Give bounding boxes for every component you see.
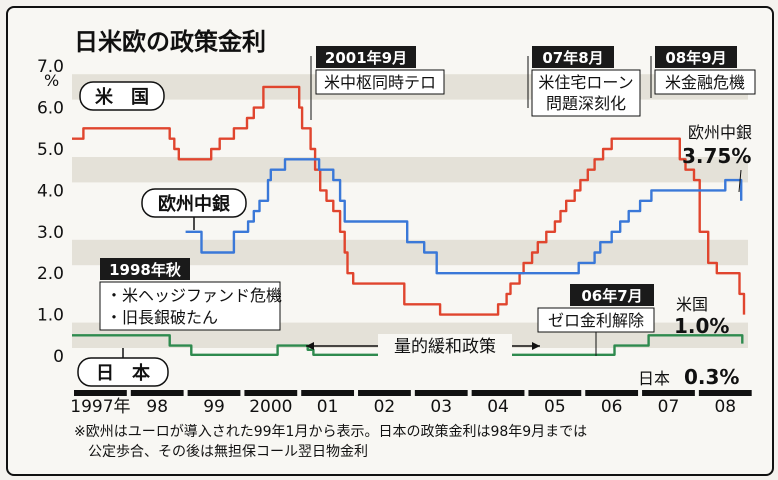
event-2007-08-text-2: 問題深刻化 (546, 94, 626, 113)
x-tick-label: 98 (146, 397, 168, 417)
x-tick-label: 2000 (249, 397, 292, 417)
x-axis-year-segment (585, 390, 639, 396)
x-tick-label: 05 (544, 397, 566, 417)
us-end-value: 1.0% (674, 314, 729, 338)
x-tick-label: 04 (487, 397, 509, 417)
qe-arrow-left-head (306, 342, 314, 350)
jp-end-value: 0.3% (684, 365, 739, 389)
x-tick-label: 06 (601, 397, 623, 417)
event-1998-autumn-text-2: ・旧長銀破たん (106, 308, 218, 327)
event-2001-09: 2001年9月 米中枢同時テロ (310, 46, 445, 120)
qe-label-bg (378, 334, 512, 358)
event-2007-08-text-1: 米住宅ローン (538, 73, 633, 92)
ecb-end-pointer (738, 169, 742, 193)
x-axis-year-segment (642, 390, 695, 396)
y-tick-label: 2.0 (37, 264, 64, 284)
y-tick-label: 7.0 (37, 57, 64, 77)
footnote-line-2: 公定歩合、その後は無担保コール翌日物金利 (88, 444, 368, 460)
y-tick-label: 1.0 (37, 306, 64, 326)
x-tick-label: 03 (430, 397, 452, 417)
x-axis-year-segment (414, 390, 468, 396)
event-2006-07-text: ゼロ金利解除 (548, 311, 644, 330)
y-tick-label: 5.0 (37, 140, 64, 160)
event-2006-07-date: 06年7月 (581, 287, 642, 305)
event-1998-autumn-date: 1998年秋 (109, 261, 182, 279)
series-line-us (72, 85, 746, 316)
x-axis-year-segment (471, 390, 525, 396)
x-axis-year-segment (301, 390, 355, 396)
y-tick-label: 0 (53, 347, 64, 367)
x-axis-year-segment (528, 390, 582, 396)
event-1998-autumn: 1998年秋 ・米ヘッジファンド危機 ・旧長銀破たん (99, 258, 282, 331)
y-axis-unit: % (44, 71, 59, 90)
us-tag-label: 米 国 (95, 86, 149, 108)
policy-rate-chart: 0 1.0 2.0 3.0 4.0 5.0 6.0 7.0 日米欧の政策金利 % 量的緩和政策… (37, 28, 756, 460)
x-tick-label: 07 (658, 397, 680, 417)
event-2008-09-date: 08年9月 (665, 49, 726, 67)
event-2006-07: 06年7月 ゼロ金利解除 (537, 284, 655, 356)
event-2007-08: 07年8月 米住宅ローン 問題深刻化 (527, 46, 641, 117)
y-tick-label: 4.0 (37, 181, 64, 201)
event-2001-09-date: 2001年9月 (325, 49, 407, 67)
footnote-line-1: ※欧州はユーロが導入された99年1月から表示。日本の政策金利は98年9月までは (74, 423, 587, 440)
x-tick-label: 99 (203, 397, 225, 417)
event-2008-09: 08年9月 米金融危機 (650, 46, 756, 98)
x-tick-label: 02 (374, 397, 396, 417)
ecb-end-value: 3.75% (682, 144, 751, 168)
grid-band (72, 157, 748, 183)
jp-end-label: 日本 (638, 369, 670, 388)
chart-title: 日米欧の政策金利 (74, 28, 266, 56)
x-axis-year-segment (244, 390, 298, 396)
jp-tag: 日 本 (77, 348, 169, 387)
ecb-tag: 欧州中銀 (141, 188, 247, 230)
x-tick-label: 01 (317, 397, 339, 417)
series-line-ecb (185, 158, 743, 275)
qe-label: 量的緩和政策 (394, 337, 496, 357)
x-axis-year-segment (698, 390, 752, 396)
x-tick-label: 1997年 (70, 397, 130, 417)
y-tick-label: 3.0 (37, 223, 64, 243)
x-axis-year-segment (130, 390, 184, 396)
series-line-jp (72, 334, 744, 356)
us-tag: 米 国 (79, 81, 165, 111)
x-axis-year-segment (187, 390, 241, 396)
x-axis-year-segment (358, 390, 411, 396)
ecb-tag-label: 欧州中銀 (158, 193, 230, 215)
x-axis-year-segment (74, 390, 127, 396)
x-tick-label: 08 (714, 397, 736, 417)
y-tick-label: 6.0 (37, 99, 64, 119)
chart-frame: 0 1.0 2.0 3.0 4.0 5.0 6.0 7.0 日米欧の政策金利 % 量的緩和政策… (6, 6, 774, 476)
event-2007-08-date: 07年8月 (542, 49, 603, 67)
jp-tag-label: 日 本 (96, 362, 150, 384)
ecb-end-label: 欧州中銀 (688, 123, 752, 142)
event-1998-autumn-text-1: ・米ヘッジファンド危機 (106, 286, 282, 305)
us-end-label: 米国 (676, 295, 708, 314)
event-2008-09-text: 米金融危機 (665, 73, 745, 92)
qe-arrow-right-head (532, 342, 540, 350)
event-2001-09-text: 米中枢同時テロ (324, 73, 436, 92)
